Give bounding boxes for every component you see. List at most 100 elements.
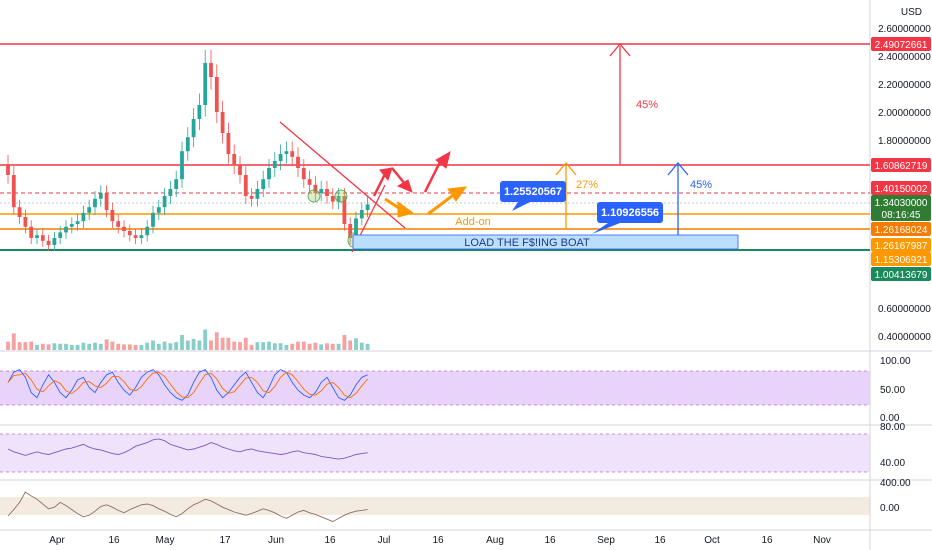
callout-2[interactable]: 1.10926556 — [592, 202, 663, 234]
boat-zone[interactable] — [352, 234, 739, 250]
volume-bar — [75, 344, 80, 350]
time-tick: Aug — [486, 535, 504, 546]
price-badge: 1.00413679 — [871, 267, 931, 281]
candle-body — [232, 154, 237, 166]
indicator-tick: 400.00 — [880, 478, 911, 489]
volume-bar — [139, 344, 144, 350]
candle-body — [336, 196, 341, 202]
candle-body — [139, 235, 144, 238]
volume-bar — [174, 342, 179, 350]
candle-body — [342, 196, 347, 224]
candle-body — [272, 161, 277, 168]
volume-bar — [29, 341, 34, 350]
candle-body — [174, 179, 179, 189]
trendline-descending[interactable] — [279, 121, 406, 229]
callout-1-text: 1.25520567 — [504, 186, 562, 198]
volume-bar — [122, 344, 126, 350]
volume-bar — [133, 344, 138, 350]
time-tick: 16 — [654, 535, 666, 546]
volume-bar — [104, 339, 109, 350]
candle-body — [348, 224, 353, 238]
candle-body — [365, 204, 370, 210]
volume-bar — [238, 342, 242, 350]
price-badge: 2.49072661 — [871, 37, 931, 51]
volume-bar — [301, 341, 306, 350]
price-tick: 2.60000000 — [878, 24, 931, 35]
callout-1[interactable]: 1.25520567 — [500, 181, 566, 211]
candle-body — [296, 156, 300, 168]
volume-bar — [232, 341, 237, 350]
stoch-rsi-band — [0, 371, 870, 405]
candle-body — [116, 221, 121, 227]
pct-top-label: 45% — [636, 99, 658, 111]
volume-bar — [17, 342, 22, 350]
volume-bar — [214, 332, 219, 350]
volume-bar — [168, 343, 173, 350]
orange-arrows — [384, 186, 468, 218]
volume-bar — [209, 340, 213, 350]
candle-body — [319, 189, 324, 194]
pct-blue-label: 45% — [690, 179, 712, 191]
volume-bar — [319, 344, 324, 350]
candle-body — [243, 175, 248, 196]
price-badge-text: 1.26167987 — [875, 241, 928, 252]
candle-body — [209, 63, 213, 77]
volume-bar — [249, 344, 254, 350]
volume-bar — [342, 335, 347, 350]
price-badge-text: 1.26168024 — [875, 225, 928, 236]
price-badge-text: 2.49072661 — [875, 40, 928, 51]
price-badge-text: 08:16:45 — [882, 210, 921, 221]
price-tick: 1.80000000 — [878, 136, 931, 147]
candle-body — [238, 165, 242, 175]
time-axis[interactable]: Apr 16 May 17 Jun 16 Jul 16 Aug 16 Sep 16 Oct 16 Nov — [49, 535, 831, 546]
price-tick: 2.40000000 — [878, 52, 931, 63]
price-axis[interactable]: 2.60000000 2.40000000 2.20000000 2.00000000… — [878, 24, 931, 343]
candle-body — [58, 232, 63, 238]
candle-body — [151, 212, 155, 227]
volume-bar — [290, 343, 295, 350]
price-badge: 1.34030000 — [871, 195, 931, 209]
time-tick: Oct — [704, 535, 720, 546]
volume-bar — [336, 343, 341, 350]
volume-bar — [261, 342, 266, 350]
volume-bar — [162, 341, 167, 350]
candle-body — [284, 151, 289, 154]
candle-body — [156, 207, 161, 213]
stoch-rsi-lines — [7, 369, 368, 401]
candles — [6, 49, 370, 251]
volume-bar — [52, 343, 57, 350]
volume-bar — [40, 343, 45, 350]
time-tick: Jul — [378, 535, 391, 546]
candle-body — [17, 207, 22, 217]
candle-body — [122, 226, 126, 231]
volume-bar — [243, 337, 248, 350]
rsi-line — [7, 438, 368, 460]
time-tick: Sep — [597, 535, 615, 546]
candle-body — [93, 198, 97, 208]
candle-body — [168, 189, 173, 196]
indicator-tick: 100.00 — [880, 356, 911, 367]
volume-bar — [64, 343, 68, 350]
volume-bar — [284, 344, 289, 350]
candle-body — [354, 218, 358, 238]
price-tick: 2.00000000 — [878, 108, 931, 119]
candle-body — [127, 231, 132, 236]
candle-body — [29, 226, 34, 238]
candle-body — [81, 212, 86, 222]
volume-bar — [110, 341, 115, 350]
candle-body — [330, 196, 335, 202]
candle-body — [255, 189, 260, 199]
volume-bar — [220, 337, 225, 350]
candle-body — [185, 137, 190, 152]
candle-body — [104, 193, 109, 210]
projection-blue — [667, 161, 689, 235]
candle-body — [203, 63, 208, 105]
volume-bar — [278, 343, 283, 350]
candle-body — [278, 154, 283, 161]
time-tick: May — [156, 535, 175, 546]
price-badge-text: 1.60862719 — [875, 161, 928, 172]
volume-bar — [98, 343, 103, 350]
volume-bar — [58, 343, 63, 350]
